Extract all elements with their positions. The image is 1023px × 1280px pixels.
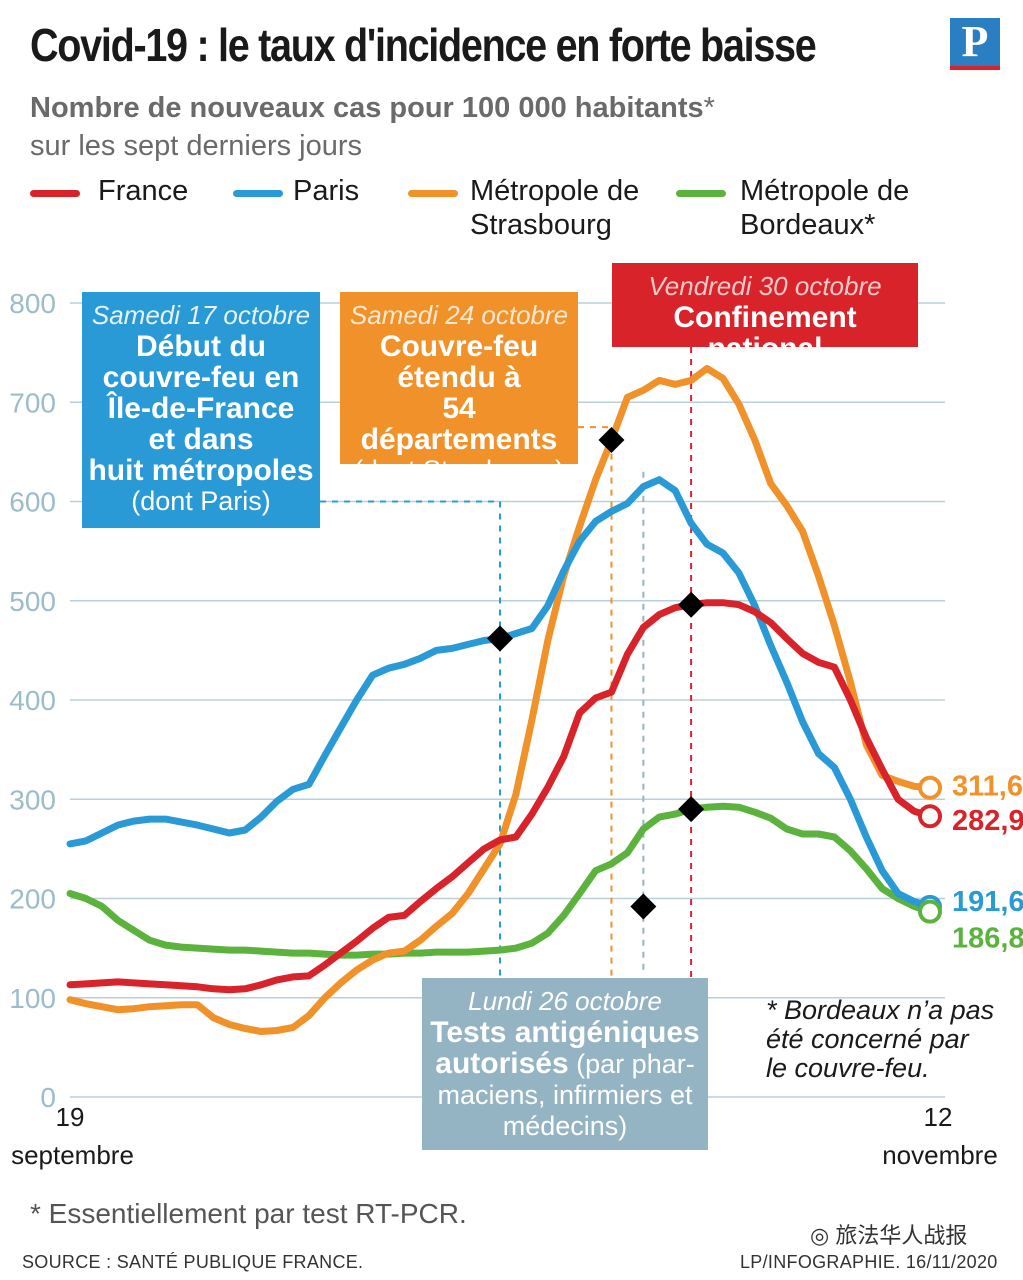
chart-subtitle: Nombre de nouveaux cas pour 100 000 habi… <box>30 92 715 125</box>
annotation-line: huit métropoles <box>88 454 314 487</box>
x-label-end-month: novembre <box>882 1140 998 1170</box>
legend-swatch-bordeaux <box>676 190 726 197</box>
event-marker-diamond <box>598 426 625 453</box>
legend-label-line: Métropole de <box>470 175 640 207</box>
y-tick-label: 600 <box>9 487 56 518</box>
leader-line <box>578 426 613 976</box>
publisher-logo: P <box>950 18 1000 66</box>
legend-label-paris: Paris <box>293 174 359 208</box>
subtitle-bold: Nombre de nouveaux cas pour 100 000 habi… <box>30 92 704 124</box>
annotation-line: Confinement national <box>673 301 857 365</box>
event-marker-diamond <box>487 625 513 652</box>
annotation-text: médecins) <box>502 1111 628 1141</box>
annotation-line: couvre-feu en <box>102 361 300 394</box>
legend-swatch-strasbourg <box>408 190 458 197</box>
note-line: * Bordeaux n’a pas <box>766 995 995 1025</box>
annotation-date: Samedi 24 octobre <box>349 300 569 330</box>
annotation-date: Vendredi 30 octobre <box>648 271 882 301</box>
legend-label-france: France <box>98 174 188 208</box>
leader-line <box>320 500 501 976</box>
credit: LP/INFOGRAPHIE. 16/11/2020 <box>740 1252 998 1272</box>
end-value-label: 311,6 <box>952 771 1023 803</box>
bordeaux-note: * Bordeaux n’a pas été concerné par le c… <box>766 996 996 1083</box>
end-point-marker <box>918 775 942 800</box>
logo-underline <box>950 66 1000 70</box>
annotation-line: Tests antigéniques <box>430 1016 700 1049</box>
event-marker-diamond <box>630 893 657 920</box>
event-marker-diamond <box>678 796 705 823</box>
event-marker-diamond <box>678 591 705 618</box>
annotation-line: étendu à <box>397 361 521 394</box>
legend-label-line: Bordeaux* <box>740 209 876 241</box>
annotation-date: Samedi 17 octobre <box>91 300 311 330</box>
annotation-oct17: Samedi 17 octobre Début du couvre-feu en… <box>82 292 320 528</box>
legend-label-strasbourg: Métropole de Strasbourg <box>470 174 639 242</box>
source: SOURCE : SANTÉ PUBLIQUE FRANCE. <box>22 1252 364 1272</box>
legend-label-line: Métropole de <box>740 175 910 207</box>
footnote: * Essentiellement par test RT-PCR. <box>30 1198 467 1229</box>
annotation-line: et dans <box>148 423 254 456</box>
annotation-oct24: Samedi 24 octobre Couvre-feu étendu à 54… <box>340 292 578 485</box>
x-label-start-day: 19 <box>55 1102 85 1132</box>
note-line: été concerné par <box>766 1024 969 1054</box>
annotation-oct30: Vendredi 30 octobre Confinement national <box>612 263 918 364</box>
chart-title: Covid-19 : le taux d'incidence en forte … <box>30 19 817 71</box>
end-value-label: 191,6 <box>952 886 1023 918</box>
annotation-line: autorisés (par phar- <box>422 1048 708 1080</box>
annotation-bold: autorisés <box>435 1047 569 1080</box>
legend-label-line: Paris <box>293 175 360 207</box>
y-tick-label: 0 <box>40 1082 56 1113</box>
wechat-icon: ◎ <box>810 1223 830 1248</box>
end-value-label: 186,8 <box>952 923 1023 955</box>
y-tick-label: 500 <box>9 586 56 617</box>
end-value-label: 282,9 <box>952 805 1023 837</box>
end-point-marker <box>918 899 942 924</box>
legend-label-bordeaux: Métropole de Bordeaux* <box>740 174 909 242</box>
y-tick-label: 100 <box>9 983 56 1014</box>
note-line: le couvre-feu. <box>766 1053 930 1083</box>
annotation-line: Couvre-feu <box>379 330 539 363</box>
annotation-note: (dont Paris) <box>131 486 271 516</box>
legend-label-line: France <box>98 175 189 207</box>
y-tick-label: 200 <box>9 884 56 915</box>
x-label-start-month: septembre <box>11 1140 134 1170</box>
y-tick-label: 800 <box>9 288 56 319</box>
watermark-text: 旅法华人战报 <box>835 1223 968 1248</box>
x-label-end-day: 12 <box>923 1102 953 1132</box>
annotation-text: maciens, infirmiers et <box>437 1080 693 1110</box>
annotation-oct26: Lundi 26 octobre Tests antigéniques auto… <box>422 978 708 1150</box>
annotation-line: Début du <box>136 330 266 363</box>
series-line-france <box>66 599 934 994</box>
legend-label-line: Strasbourg <box>470 209 612 241</box>
annotation-line: Île-de-France <box>107 392 295 425</box>
watermark: ◎ 旅法华人战报 <box>810 1218 967 1250</box>
legend-swatch-paris <box>233 190 283 197</box>
chart-subtitle-period: sur les sept derniers jours <box>30 130 363 162</box>
legend-swatch-france <box>30 190 80 197</box>
annotation-note: (dont Strasbourg) <box>353 455 565 485</box>
annotation-line: 54 départements <box>360 392 558 456</box>
annotation-date: Lundi 26 octobre <box>468 986 662 1016</box>
subtitle-star: * <box>703 92 715 124</box>
series-line-m-tropole-de-bordeaux <box>66 802 934 959</box>
annotation-text: (par phar- <box>568 1049 695 1079</box>
y-tick-label: 700 <box>9 387 56 418</box>
end-point-marker <box>918 804 942 829</box>
y-tick-label: 400 <box>9 685 56 716</box>
y-tick-label: 300 <box>9 784 56 815</box>
